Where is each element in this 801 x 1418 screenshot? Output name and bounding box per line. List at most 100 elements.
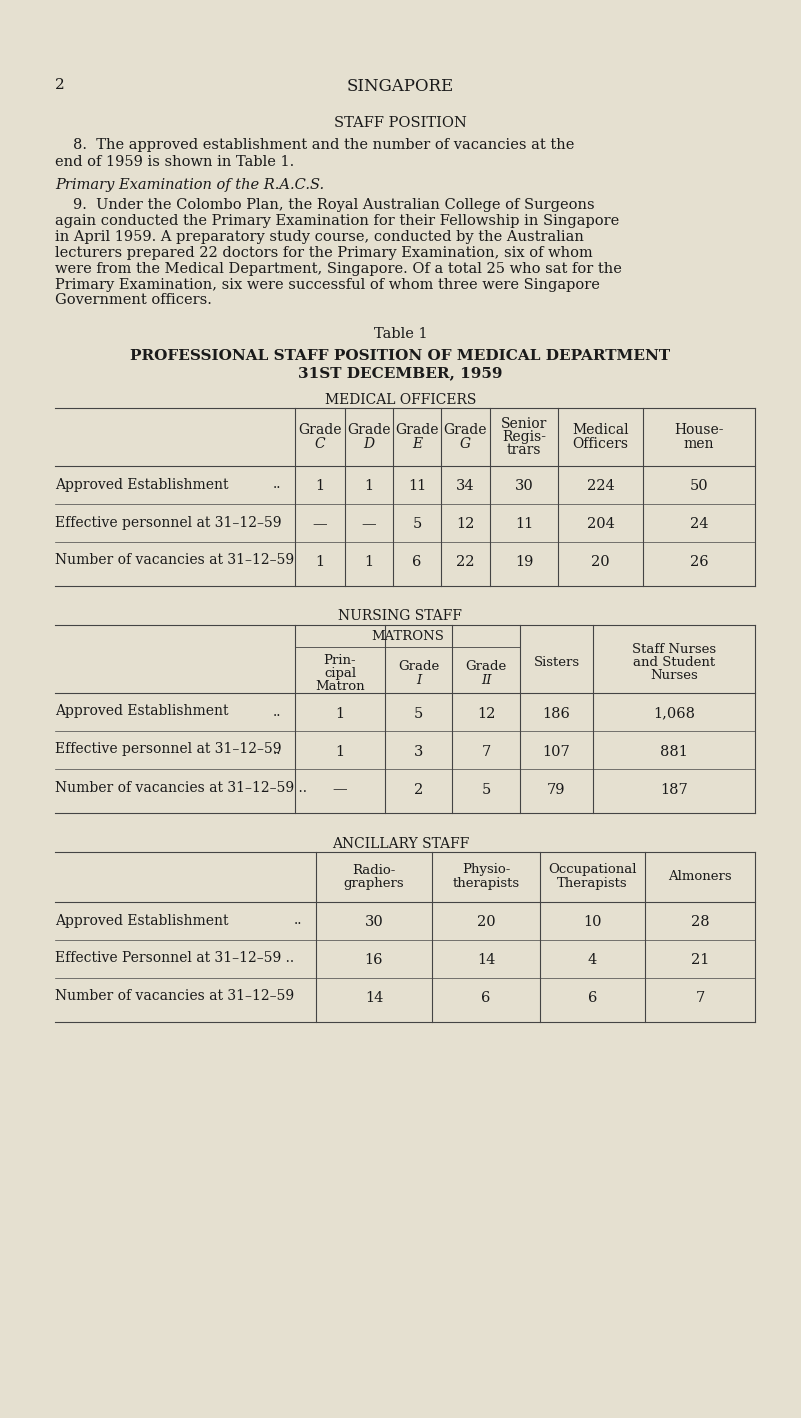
Text: 5: 5 [413,518,421,532]
Text: 26: 26 [690,556,708,570]
Text: 5: 5 [414,706,423,720]
Text: 24: 24 [690,518,708,532]
Text: trars: trars [507,442,541,457]
Text: Grade: Grade [465,661,506,674]
Text: Almoners: Almoners [668,871,732,883]
Text: therapists: therapists [453,876,520,889]
Text: Primary Examination of the R.A.C.S.: Primary Examination of the R.A.C.S. [55,179,324,191]
Text: 1: 1 [316,556,324,570]
Text: end of 1959 is shown in Table 1.: end of 1959 is shown in Table 1. [55,155,294,169]
Text: ..: .. [273,743,281,756]
Text: Senior: Senior [501,417,547,431]
Text: Grade: Grade [348,424,391,438]
Text: MATRONS: MATRONS [371,630,444,642]
Text: 186: 186 [542,706,570,720]
Text: Effective personnel at 31–12–59: Effective personnel at 31–12–59 [55,743,281,756]
Text: Grade: Grade [395,424,439,438]
Text: —: — [332,783,348,797]
Text: 30: 30 [364,916,384,930]
Text: ..: .. [273,705,281,719]
Text: 11: 11 [408,479,426,493]
Text: 187: 187 [660,783,688,797]
Text: PROFESSIONAL STAFF POSITION OF MEDICAL DEPARTMENT: PROFESSIONAL STAFF POSITION OF MEDICAL D… [131,349,670,363]
Text: 14: 14 [477,953,495,967]
Text: Grade: Grade [298,424,342,438]
Text: NURSING STAFF: NURSING STAFF [339,610,462,624]
Text: 1: 1 [336,706,344,720]
Text: 1: 1 [364,556,373,570]
Text: 21: 21 [690,953,709,967]
Text: Effective Personnel at 31–12–59 ..: Effective Personnel at 31–12–59 .. [55,951,294,966]
Text: 20: 20 [591,556,610,570]
Text: 1: 1 [316,479,324,493]
Text: Physio-: Physio- [462,864,510,876]
Text: Effective personnel at 31–12–59: Effective personnel at 31–12–59 [55,516,281,529]
Text: 2: 2 [55,78,65,92]
Text: 6: 6 [481,991,491,1005]
Text: Grade: Grade [398,661,439,674]
Text: 20: 20 [477,916,495,930]
Text: men: men [684,437,714,451]
Text: E: E [412,437,422,451]
Text: Number of vacancies at 31–12–59: Number of vacancies at 31–12–59 [55,990,294,1004]
Text: 34: 34 [457,479,475,493]
Text: Primary Examination, six were successful of whom three were Singapore: Primary Examination, six were successful… [55,278,600,292]
Text: Occupational: Occupational [548,864,637,876]
Text: 7: 7 [695,991,705,1005]
Text: 8.  The approved establishment and the number of vacancies at the: 8. The approved establishment and the nu… [73,138,574,152]
Text: Approved Establishment: Approved Establishment [55,705,228,719]
Text: 107: 107 [542,744,570,759]
Text: 12: 12 [457,518,475,532]
Text: 30: 30 [514,479,533,493]
Text: 1: 1 [364,479,373,493]
Text: Table 1: Table 1 [374,328,427,342]
Text: 4: 4 [588,953,597,967]
Text: 14: 14 [364,991,383,1005]
Text: Officers: Officers [573,437,629,451]
Text: Staff Nurses: Staff Nurses [632,642,716,657]
Text: STAFF POSITION: STAFF POSITION [334,116,467,130]
Text: I: I [416,674,421,686]
Text: and Student: and Student [633,657,715,669]
Text: G: G [460,437,471,451]
Text: ..: .. [273,478,281,492]
Text: 16: 16 [364,953,383,967]
Text: 11: 11 [515,518,533,532]
Text: Prin-: Prin- [324,654,356,666]
Text: Therapists: Therapists [557,876,628,889]
Text: cipal: cipal [324,666,356,681]
Text: 224: 224 [586,479,614,493]
Text: Number of vacancies at 31–12–59 ..: Number of vacancies at 31–12–59 .. [55,780,307,794]
Text: Grade: Grade [444,424,487,438]
Text: again conducted the Primary Examination for their Fellowship in Singapore: again conducted the Primary Examination … [55,214,619,227]
Text: 204: 204 [586,518,614,532]
Text: 2: 2 [414,783,423,797]
Text: Matron: Matron [315,681,364,693]
Text: 1,068: 1,068 [653,706,695,720]
Text: 1: 1 [336,744,344,759]
Text: Approved Establishment: Approved Establishment [55,478,228,492]
Text: lecturers prepared 22 doctors for the Primary Examination, six of whom: lecturers prepared 22 doctors for the Pr… [55,245,593,259]
Text: ..: .. [294,913,303,927]
Text: 28: 28 [690,916,710,930]
Text: Medical: Medical [572,424,629,438]
Text: 3: 3 [414,744,423,759]
Text: 5: 5 [481,783,491,797]
Text: MEDICAL OFFICERS: MEDICAL OFFICERS [325,393,476,407]
Text: 19: 19 [515,556,533,570]
Text: —: — [312,518,328,532]
Text: Government officers.: Government officers. [55,294,212,308]
Text: Radio-: Radio- [352,864,396,876]
Text: SINGAPORE: SINGAPORE [347,78,454,95]
Text: in April 1959. A preparatory study course, conducted by the Australian: in April 1959. A preparatory study cours… [55,230,584,244]
Text: C: C [315,437,325,451]
Text: were from the Medical Department, Singapore. Of a total 25 who sat for the: were from the Medical Department, Singap… [55,261,622,275]
Text: 10: 10 [583,916,602,930]
Text: graphers: graphers [344,876,405,889]
Text: 7: 7 [481,744,491,759]
Text: II: II [481,674,491,686]
Text: Sisters: Sisters [533,657,580,669]
Text: 6: 6 [588,991,598,1005]
Text: D: D [364,437,375,451]
Text: 31ST DECEMBER, 1959: 31ST DECEMBER, 1959 [298,366,503,380]
